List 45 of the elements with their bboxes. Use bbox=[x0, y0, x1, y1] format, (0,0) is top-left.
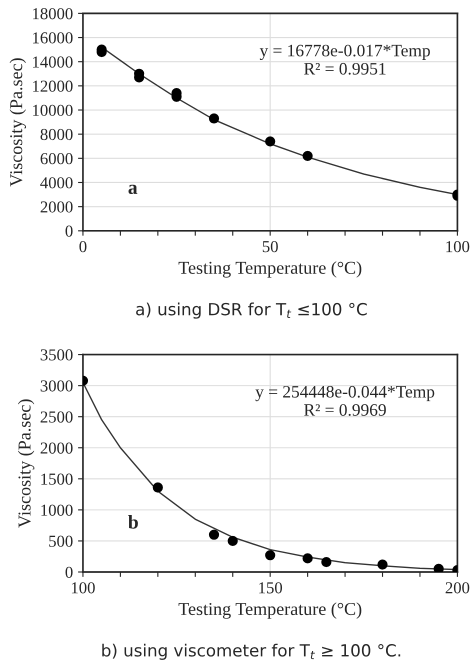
x-tick-label: 0 bbox=[79, 241, 86, 252]
text: a) using DSR for T$_{t}$ ≤100 °C bbox=[136, 302, 367, 319]
y-tick-label: 2000 bbox=[40, 442, 73, 454]
point bbox=[208, 530, 220, 540]
point bbox=[208, 113, 220, 124]
point bbox=[228, 536, 238, 546]
x-tick-label: 200 bbox=[446, 582, 470, 594]
y-tick-label: 1000 bbox=[41, 504, 73, 516]
x-tick-label: 50 bbox=[262, 241, 278, 252]
y-tick-label: 2500 bbox=[40, 411, 73, 423]
y-tick-label: 0 bbox=[66, 226, 73, 237]
point bbox=[302, 150, 313, 161]
x-tick-label: 100 bbox=[446, 241, 470, 252]
y-tick-label: 3500 bbox=[40, 349, 73, 361]
y-axis-title: Viscosity (Pa.sec) bbox=[10, 58, 26, 187]
point bbox=[377, 559, 388, 570]
y-tick-label: 2000 bbox=[40, 201, 73, 213]
annotation: a bbox=[128, 184, 138, 194]
annotation: y = 254448e-0.044*Temp R² = 0.9969 bbox=[255, 386, 434, 416]
y-tick-label: 18000 bbox=[33, 8, 73, 20]
point bbox=[434, 564, 444, 572]
annotation: b bbox=[128, 515, 138, 529]
y-tick-label: 16000 bbox=[33, 32, 73, 44]
point bbox=[265, 550, 276, 560]
text: b) using viscometer for T$_{t}$ ≥ 100 °C. bbox=[102, 644, 400, 660]
x-tick-label: 100 bbox=[72, 582, 95, 594]
x-tick-label: 150 bbox=[259, 582, 282, 594]
y-tick-label: 12000 bbox=[33, 80, 73, 92]
y-tick-label: 3000 bbox=[40, 380, 73, 392]
y-tick-label: 14000 bbox=[33, 56, 73, 68]
point bbox=[265, 136, 276, 147]
point bbox=[321, 556, 332, 568]
y-tick-label: 6000 bbox=[40, 153, 73, 164]
y-tick-label: 10000 bbox=[33, 104, 73, 116]
x-axis-title: Testing Temperature (°C) bbox=[178, 261, 362, 278]
y-tick-label: 0 bbox=[66, 566, 73, 578]
y-tick-label: 8000 bbox=[40, 128, 73, 140]
y-axis-title: Viscosity (Pa.sec) bbox=[18, 399, 34, 528]
y-tick-label: 4000 bbox=[40, 177, 73, 188]
point bbox=[152, 482, 163, 493]
y-tick-label: 1500 bbox=[41, 474, 73, 485]
annotation: y = 16778e-0.017*Temp R² = 0.9951 bbox=[260, 44, 430, 75]
x-axis-title: Testing Temperature (°C) bbox=[178, 602, 362, 619]
point bbox=[302, 553, 313, 564]
y-tick-label: 500 bbox=[49, 536, 73, 547]
